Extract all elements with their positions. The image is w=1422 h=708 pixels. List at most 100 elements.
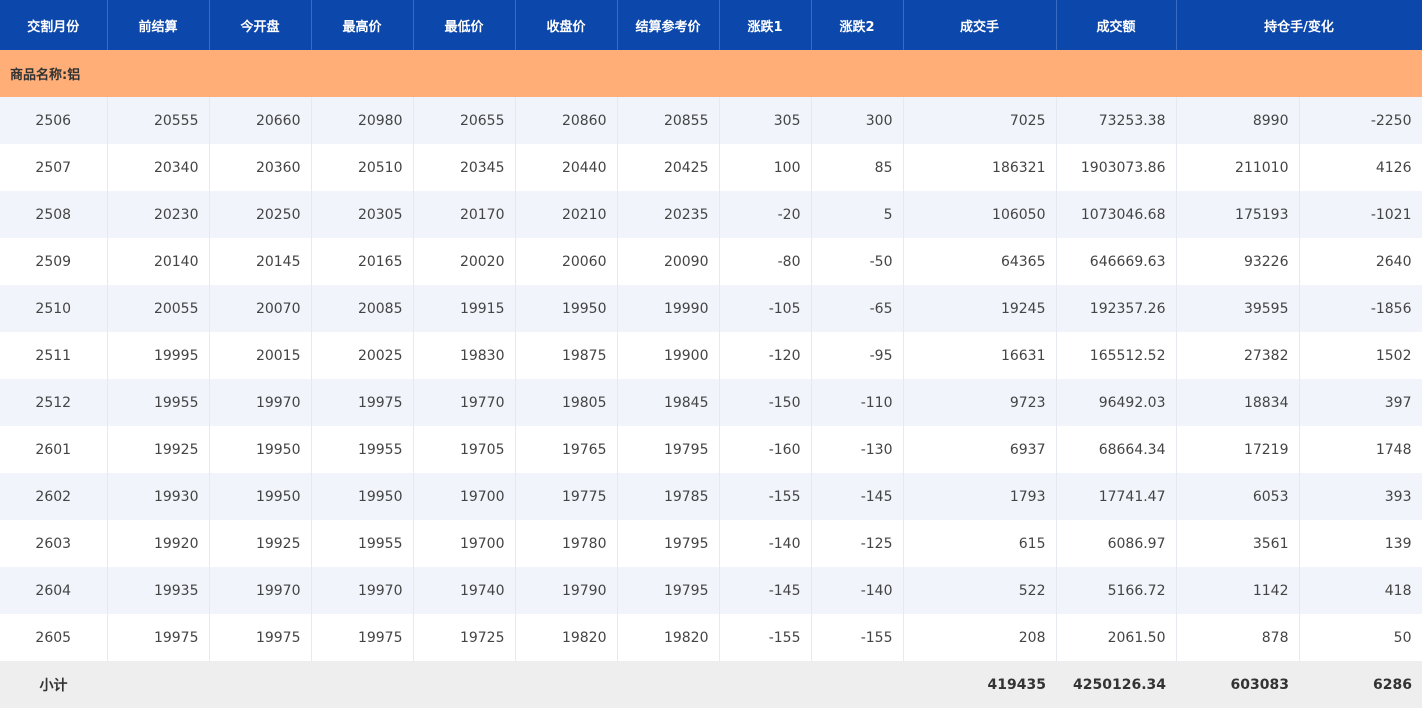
value-cell: 20230 (107, 191, 210, 238)
value-cell: -95 (811, 332, 904, 379)
data-row: 2603 19920 19925 19955 19700 19780 19795 -140 -1… (0, 520, 1422, 567)
value-cell: 20145 (209, 238, 312, 285)
value-cell: 18834 (1176, 379, 1300, 426)
month-cell: 2605 (0, 614, 108, 661)
value-cell: 4126 (1299, 144, 1422, 191)
value-cell: 393 (1299, 473, 1422, 520)
value-cell: 16631 (903, 332, 1057, 379)
month-cell: 2510 (0, 285, 108, 332)
value-cell: 19925 (107, 426, 210, 473)
value-cell: 19950 (515, 285, 618, 332)
data-row: 2604 19935 19970 19970 19740 19790 19795 -145 -1… (0, 567, 1422, 614)
data-row: 2506 20555 20660 20980 20655 20860 20855 305 300… (0, 97, 1422, 144)
value-cell: 27382 (1176, 332, 1300, 379)
data-row: 2507 20340 20360 20510 20345 20440 20425 100 85 1… (0, 144, 1422, 191)
value-cell: 19830 (413, 332, 516, 379)
value-cell: 20250 (209, 191, 312, 238)
value-cell: 100 (719, 144, 812, 191)
value-cell: 2061.50 (1056, 614, 1177, 661)
value-cell: 19700 (413, 473, 516, 520)
value-cell: 19950 (311, 473, 414, 520)
value-cell: -130 (811, 426, 904, 473)
empty-cell (515, 661, 617, 708)
value-cell: 19795 (617, 520, 720, 567)
value-cell: -2250 (1299, 97, 1422, 144)
value-cell: 20060 (515, 238, 618, 285)
value-cell: 192357.26 (1056, 285, 1177, 332)
month-cell: 2604 (0, 567, 108, 614)
value-cell: 20440 (515, 144, 618, 191)
value-cell: 1903073.86 (1056, 144, 1177, 191)
value-cell: 19795 (617, 426, 720, 473)
value-cell: 93226 (1176, 238, 1300, 285)
value-cell: 19915 (413, 285, 516, 332)
subtotal-label: 小计 (0, 661, 107, 708)
value-cell: 20360 (209, 144, 312, 191)
data-row: 2508 20230 20250 20305 20170 20210 20235 -20 5 10… (0, 191, 1422, 238)
value-cell: 20555 (107, 97, 210, 144)
value-cell: 19790 (515, 567, 618, 614)
column-header: 今开盘 (209, 0, 312, 50)
value-cell: 1748 (1299, 426, 1422, 473)
value-cell: 20425 (617, 144, 720, 191)
value-cell: 19950 (209, 426, 312, 473)
value-cell: 20015 (209, 332, 312, 379)
value-cell: 8990 (1176, 97, 1300, 144)
value-cell: 208 (903, 614, 1057, 661)
month-cell: 2507 (0, 144, 108, 191)
column-header: 最低价 (413, 0, 516, 50)
value-cell: 20340 (107, 144, 210, 191)
section-row: 商品名称:铝 (0, 50, 1422, 97)
value-cell: 20345 (413, 144, 516, 191)
value-cell: 20660 (209, 97, 312, 144)
empty-cell (719, 661, 811, 708)
value-cell: 20860 (515, 97, 618, 144)
value-cell: -65 (811, 285, 904, 332)
subtotal-value: 4250126.34 (1056, 661, 1176, 708)
value-cell: 106050 (903, 191, 1057, 238)
column-header: 收盘价 (515, 0, 618, 50)
value-cell: 186321 (903, 144, 1057, 191)
value-cell: 397 (1299, 379, 1422, 426)
column-header: 交割月份 (0, 0, 108, 50)
value-cell: 20235 (617, 191, 720, 238)
empty-cell (617, 661, 719, 708)
value-cell: 1502 (1299, 332, 1422, 379)
data-row: 2605 19975 19975 19975 19725 19820 19820 -155 -1… (0, 614, 1422, 661)
column-header: 结算参考价 (617, 0, 720, 50)
value-cell: 3561 (1176, 520, 1300, 567)
data-row: 2511 19995 20015 20025 19830 19875 19900 -120 -9… (0, 332, 1422, 379)
subtotal-value: 6286 (1299, 661, 1422, 708)
value-cell: 9723 (903, 379, 1057, 426)
value-cell: 20025 (311, 332, 414, 379)
value-cell: 19780 (515, 520, 618, 567)
value-cell: 19705 (413, 426, 516, 473)
month-cell: 2512 (0, 379, 108, 426)
value-cell: 19955 (311, 520, 414, 567)
value-cell: -150 (719, 379, 812, 426)
value-cell: 20980 (311, 97, 414, 144)
column-header: 最高价 (311, 0, 414, 50)
value-cell: 19700 (413, 520, 516, 567)
month-cell: 2603 (0, 520, 108, 567)
column-header: 涨跌2 (811, 0, 904, 50)
value-cell: 5166.72 (1056, 567, 1177, 614)
column-header: 成交额 (1056, 0, 1177, 50)
data-row: 2512 19955 19970 19975 19770 19805 19845 -150 -1… (0, 379, 1422, 426)
value-cell: 646669.63 (1056, 238, 1177, 285)
empty-cell (209, 661, 311, 708)
value-cell: 64365 (903, 238, 1057, 285)
value-cell: -140 (811, 567, 904, 614)
value-cell: 20855 (617, 97, 720, 144)
value-cell: 19955 (107, 379, 210, 426)
value-cell: 20140 (107, 238, 210, 285)
value-cell: 19775 (515, 473, 618, 520)
value-cell: 20210 (515, 191, 618, 238)
value-cell: 73253.38 (1056, 97, 1177, 144)
value-cell: 305 (719, 97, 812, 144)
value-cell: 19770 (413, 379, 516, 426)
value-cell: -140 (719, 520, 812, 567)
month-cell: 2602 (0, 473, 108, 520)
month-cell: 2601 (0, 426, 108, 473)
